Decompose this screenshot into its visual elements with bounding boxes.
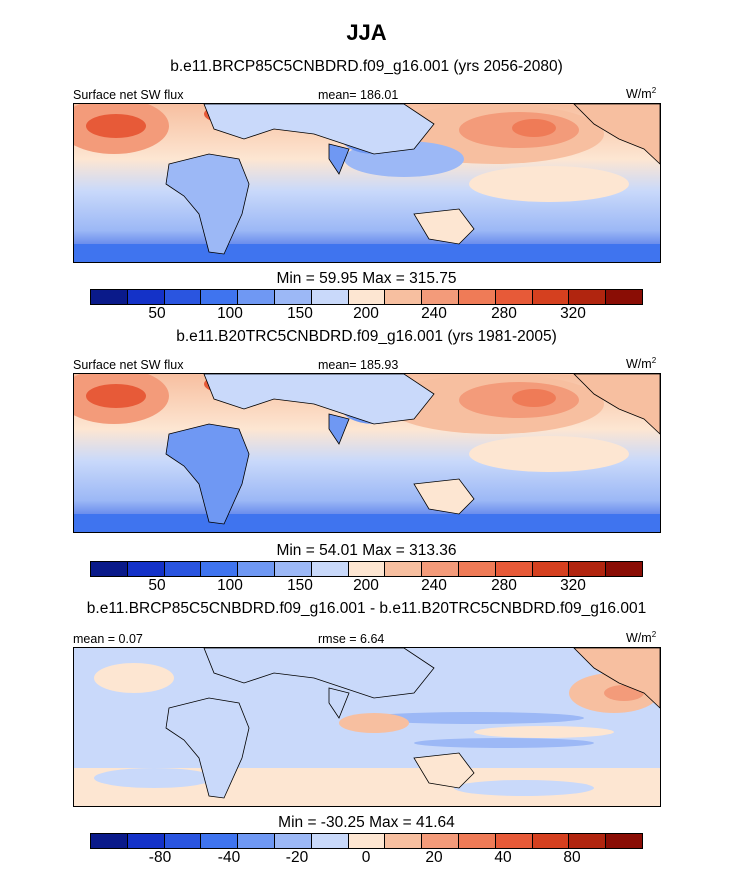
colorbar-tick: 20 — [425, 849, 443, 866]
colorbar-swatch — [532, 290, 570, 304]
colorbar-tick: 280 — [491, 577, 517, 594]
colorbar-swatch — [569, 562, 607, 576]
panel1-minmax: Min = 59.95 Max = 315.75 — [276, 270, 457, 287]
colorbar-swatch — [238, 834, 275, 848]
colorbar-swatch — [385, 562, 423, 576]
colorbar-swatch — [458, 562, 496, 576]
panel1-colorbar — [90, 289, 643, 305]
panel3-subtitle: b.e11.BRCP85C5CNBDRD.f09_g16.001 - b.e11… — [86, 600, 647, 617]
colorbar-swatch — [91, 562, 128, 576]
panel3-units-label: W/m2 — [626, 630, 657, 646]
colorbar-swatch — [422, 290, 459, 304]
panel3-mean-label: mean = 0.07 — [73, 632, 143, 646]
colorbar-tick: 100 — [217, 577, 243, 594]
colorbar-tick: 240 — [421, 305, 447, 322]
colorbar-swatch — [164, 834, 202, 848]
colorbar-swatch — [127, 562, 165, 576]
panel1-map — [73, 103, 661, 263]
colorbar-tick: 50 — [148, 305, 166, 322]
colorbar-swatch — [532, 834, 570, 848]
colorbar-tick: 320 — [560, 577, 586, 594]
colorbar-tick: 40 — [494, 849, 512, 866]
colorbar-swatch — [311, 562, 349, 576]
colorbar-tick: 150 — [287, 305, 313, 322]
colorbar-swatch — [91, 290, 128, 304]
colorbar-tick: 100 — [217, 305, 243, 322]
panel3-rmse-label: rmse = 6.64 — [318, 632, 385, 646]
colorbar-swatch — [164, 290, 202, 304]
colorbar-swatch — [201, 834, 239, 848]
colorbar-swatch — [606, 290, 642, 304]
colorbar-swatch — [606, 834, 642, 848]
colorbar-swatch — [274, 562, 312, 576]
colorbar-swatch — [458, 290, 496, 304]
colorbar-tick: -80 — [148, 849, 172, 866]
colorbar-tick: 280 — [491, 305, 517, 322]
colorbar-swatch — [458, 834, 496, 848]
panel2-variable-label: Surface net SW flux — [73, 358, 184, 372]
panel2-subtitle: b.e11.B20TRC5CNBDRD.f09_g16.001 (yrs 198… — [176, 328, 557, 345]
colorbar-swatch — [569, 834, 607, 848]
panel2-mean-label: mean= 185.93 — [318, 358, 399, 372]
colorbar-swatch — [422, 834, 459, 848]
colorbar-swatch — [274, 834, 312, 848]
figure-title: JJA — [346, 20, 387, 45]
colorbar-tick: -20 — [285, 849, 309, 866]
panel1-mean-label: mean= 186.01 — [318, 88, 399, 102]
colorbar-tick: -40 — [217, 849, 241, 866]
colorbar-swatch — [348, 290, 386, 304]
panel1-subtitle: b.e11.BRCP85C5CNBDRD.f09_g16.001 (yrs 20… — [170, 58, 563, 75]
colorbar-tick: 50 — [148, 577, 166, 594]
colorbar-swatch — [495, 290, 533, 304]
colorbar-tick: 80 — [563, 849, 581, 866]
panel2-minmax: Min = 54.01 Max = 313.36 — [276, 542, 457, 559]
colorbar-swatch — [164, 562, 202, 576]
panel3-map — [73, 647, 661, 807]
panel1-variable-label: Surface net SW flux — [73, 88, 184, 102]
colorbar-swatch — [385, 834, 423, 848]
colorbar-swatch — [127, 834, 165, 848]
colorbar-tick: 240 — [421, 577, 447, 594]
colorbar-tick: 0 — [361, 849, 371, 866]
colorbar-swatch — [532, 562, 570, 576]
colorbar-tick: 320 — [560, 305, 586, 322]
colorbar-swatch — [201, 290, 239, 304]
panel2-units-label: W/m2 — [626, 356, 657, 372]
colorbar-swatch — [606, 562, 642, 576]
colorbar-tick: 200 — [353, 305, 379, 322]
panel3-minmax: Min = -30.25 Max = 41.64 — [278, 814, 455, 831]
colorbar-swatch — [91, 834, 128, 848]
colorbar-tick: 200 — [353, 577, 379, 594]
colorbar-swatch — [385, 290, 423, 304]
colorbar-swatch — [201, 562, 239, 576]
colorbar-swatch — [274, 290, 312, 304]
colorbar-swatch — [311, 290, 349, 304]
colorbar-swatch — [495, 834, 533, 848]
panel2-colorbar — [90, 561, 643, 577]
colorbar-swatch — [348, 834, 386, 848]
colorbar-tick: 150 — [287, 577, 313, 594]
colorbar-swatch — [569, 290, 607, 304]
colorbar-swatch — [238, 290, 275, 304]
colorbar-swatch — [238, 562, 275, 576]
colorbar-swatch — [495, 562, 533, 576]
panel1-units-label: W/m2 — [626, 86, 657, 102]
colorbar-swatch — [422, 562, 459, 576]
colorbar-swatch — [348, 562, 386, 576]
colorbar-swatch — [127, 290, 165, 304]
panel3-colorbar — [90, 833, 643, 849]
panel2-map — [73, 373, 661, 533]
colorbar-swatch — [311, 834, 349, 848]
